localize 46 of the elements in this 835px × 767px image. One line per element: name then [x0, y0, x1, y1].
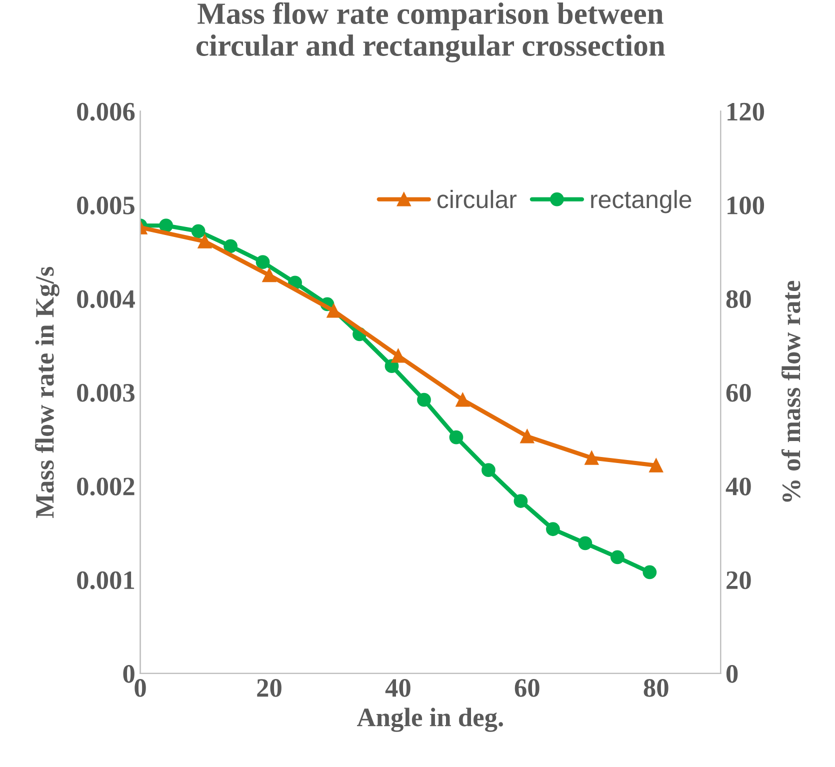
point — [520, 429, 534, 444]
point — [262, 268, 276, 282]
y-tick-label: 0.003 — [77, 384, 135, 402]
chart-title: Mass flow rate comparison between circular and rectangular crossection — [196, 2, 665, 62]
y-axis-title: Mass flow rate in Kg/s — [34, 266, 60, 518]
point — [449, 430, 464, 444]
point — [326, 304, 341, 318]
point — [198, 234, 212, 248]
point — [191, 224, 206, 238]
point — [417, 392, 431, 407]
legend-label: rectangle — [591, 190, 692, 214]
y-tick-label: 0.006 — [77, 102, 135, 121]
point — [384, 359, 399, 374]
point — [578, 536, 592, 550]
point — [456, 392, 470, 407]
y-tick-label: 0 — [123, 665, 134, 683]
point — [159, 218, 174, 232]
point — [256, 255, 270, 270]
point — [584, 450, 599, 465]
point — [546, 522, 560, 536]
point — [391, 348, 406, 363]
y-tick-label: 0.005 — [77, 196, 134, 214]
y2-tick-label: 0 — [726, 665, 738, 683]
x-axis-title: Angle in deg. — [357, 708, 503, 732]
x-tick-label: 20 — [257, 679, 282, 697]
point — [649, 458, 664, 472]
y2-tick-label: 20 — [726, 571, 751, 590]
y2-tick-label: 40 — [726, 478, 751, 496]
y2-tick-label: 120 — [728, 102, 764, 121]
x-tick-label: 60 — [514, 679, 540, 697]
y-tick-label: 0.002 — [77, 478, 134, 496]
x-tick-label: 0 — [134, 679, 146, 697]
x-tick-label: 40 — [385, 679, 410, 697]
x-tick-label: 80 — [644, 679, 668, 697]
y2-tick-label: 80 — [726, 290, 751, 308]
y2-axis-title: % of mass flow rate — [781, 280, 800, 502]
point — [482, 463, 496, 478]
y2-tick-label: 100 — [728, 196, 764, 214]
point — [224, 239, 238, 254]
point — [610, 550, 624, 564]
point — [642, 565, 657, 580]
legend-label: circular — [437, 190, 517, 208]
y2-tick-label: 60 — [726, 384, 751, 402]
point — [514, 494, 528, 508]
y-tick-label: 0.001 — [77, 571, 134, 590]
y-tick-label: 0.004 — [77, 290, 135, 308]
